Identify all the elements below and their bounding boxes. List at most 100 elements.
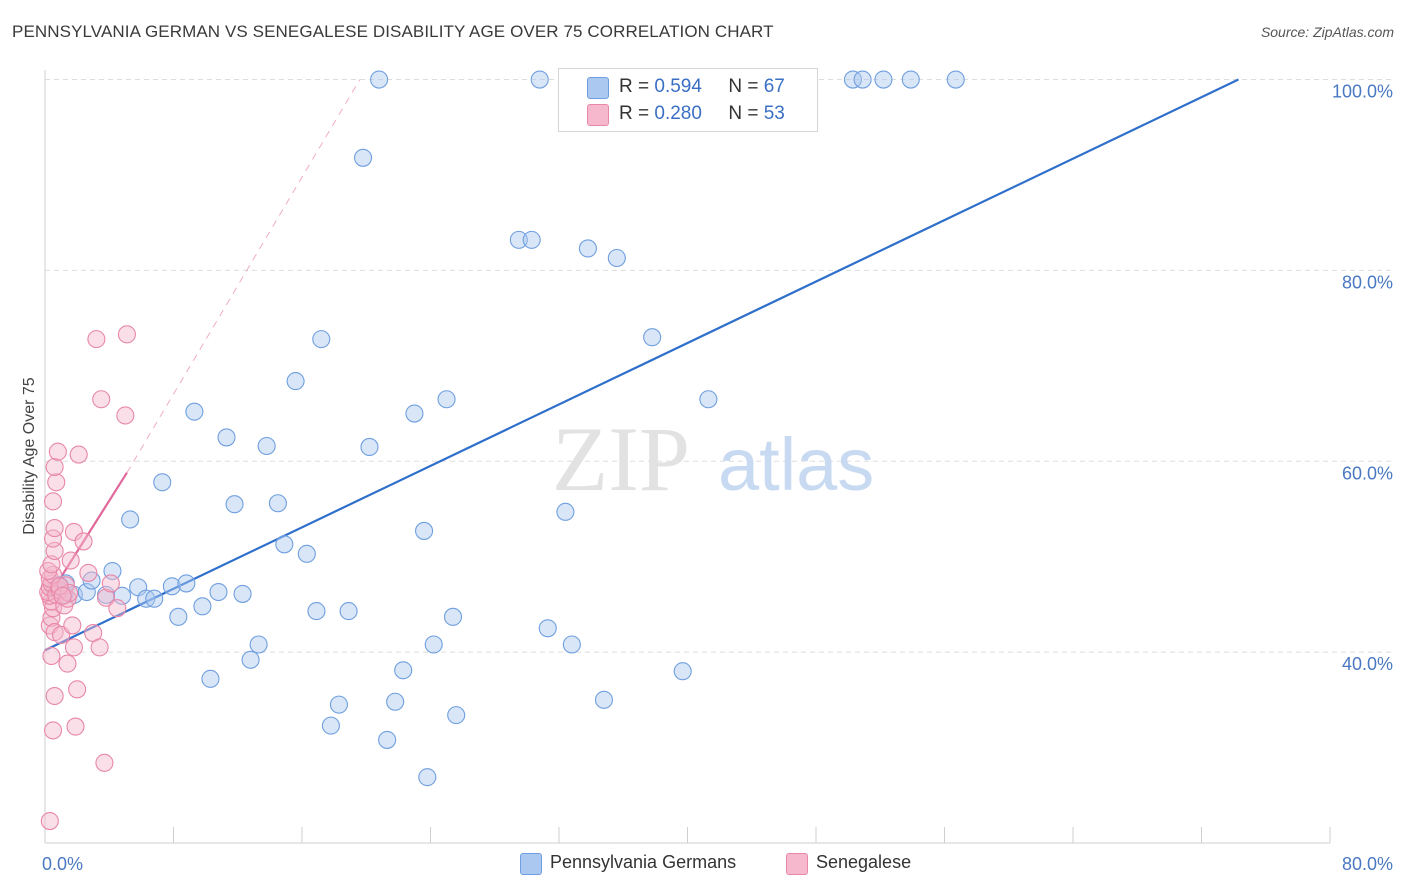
data-point-senegalese	[101, 574, 120, 593]
data-point-pennsylvania-germans	[177, 574, 196, 593]
trend-line-pennsylvania-germans	[44, 78, 1239, 652]
data-point-senegalese	[42, 608, 61, 627]
data-point-pennsylvania-germans	[312, 330, 331, 349]
data-point-senegalese	[42, 646, 61, 666]
y-axis-title: Disability Age Over 75	[21, 377, 38, 535]
data-point-pennsylvania-germans	[275, 535, 294, 554]
data-point-senegalese	[43, 492, 63, 511]
data-point-senegalese	[108, 599, 127, 618]
data-point-pennsylvania-germans	[405, 404, 424, 423]
data-point-pennsylvania-germans	[699, 390, 718, 409]
data-point-pennsylvania-germans	[437, 390, 456, 409]
data-point-pennsylvania-germans	[418, 768, 437, 787]
data-point-pennsylvania-germans	[185, 402, 204, 421]
data-point-senegalese	[45, 686, 64, 706]
data-point-pennsylvania-germans	[386, 692, 405, 711]
data-point-pennsylvania-germans	[153, 473, 172, 492]
data-point-pennsylvania-germans	[509, 230, 528, 249]
data-point-pennsylvania-germans	[145, 589, 164, 608]
legend-r-value-b: 0.280	[654, 103, 702, 124]
legend-text-senegalese: R = 0.280 N = 53	[619, 103, 785, 125]
x-tick-label-min: 0.0%	[42, 854, 83, 874]
data-point-senegalese	[45, 457, 64, 477]
data-point-pennsylvania-germans	[578, 239, 597, 258]
bottom-legend-label-b: Senegalese	[816, 852, 912, 872]
data-point-senegalese	[74, 532, 93, 551]
legend-text-pennsylvania-germans: R = 0.594 N = 67	[619, 76, 785, 98]
data-point-pennsylvania-germans	[225, 495, 244, 514]
data-point-pennsylvania-germans	[329, 695, 348, 714]
watermark: ZIP atlas	[552, 408, 874, 510]
data-point-pennsylvania-germans	[946, 70, 965, 89]
data-point-pennsylvania-germans	[538, 619, 557, 638]
data-point-pennsylvania-germans	[843, 70, 862, 89]
data-point-senegalese	[45, 519, 64, 538]
data-point-pennsylvania-germans	[424, 635, 443, 654]
legend-n-label: N =	[728, 103, 759, 124]
data-point-senegalese	[116, 406, 135, 425]
data-point-pennsylvania-germans	[233, 584, 252, 603]
source-credit: Source: ZipAtlas.com	[1260, 24, 1394, 40]
data-point-senegalese	[42, 555, 61, 574]
data-point-pennsylvania-germans	[169, 607, 188, 626]
bottom-legend-swatch-blue	[520, 853, 542, 875]
data-point-pennsylvania-germans	[415, 521, 434, 540]
legend-r-label: R =	[619, 76, 650, 97]
data-point-pennsylvania-germans	[378, 730, 397, 749]
legend-swatch-pink	[587, 104, 609, 126]
data-point-pennsylvania-germans	[901, 70, 920, 89]
axes	[44, 70, 1331, 844]
data-point-senegalese	[40, 812, 59, 831]
data-point-pennsylvania-germans	[297, 544, 316, 563]
correlation-legend: R = 0.594 N = 67 R = 0.280 N = 53	[558, 68, 818, 132]
data-point-pennsylvania-germans	[562, 635, 581, 654]
data-point-pennsylvania-germans	[522, 230, 541, 249]
data-point-pennsylvania-germans	[370, 70, 389, 89]
data-point-pennsylvania-germans	[360, 437, 379, 457]
bottom-legend-label-a: Pennsylvania Germans	[550, 852, 737, 872]
legend-n-value-b: 53	[763, 103, 785, 124]
y-tick-label: 40.0%	[1342, 654, 1393, 674]
data-point-pennsylvania-germans	[209, 582, 228, 602]
watermark-atlas: atlas	[718, 423, 874, 506]
data-point-senegalese	[48, 442, 67, 461]
legend-r-value-a: 0.594	[654, 76, 702, 97]
data-point-pennsylvania-germans	[673, 662, 692, 681]
data-point-senegalese	[53, 586, 72, 605]
data-point-pennsylvania-germans	[447, 706, 466, 725]
data-point-pennsylvania-germans	[121, 510, 140, 529]
data-point-senegalese	[68, 680, 87, 699]
data-point-pennsylvania-germans	[530, 70, 549, 89]
y-tick-label: 60.0%	[1342, 463, 1393, 483]
data-point-pennsylvania-germans	[77, 582, 96, 602]
data-point-pennsylvania-germans	[874, 70, 893, 89]
data-point-pennsylvania-germans	[853, 70, 872, 89]
data-point-senegalese	[96, 588, 116, 607]
data-point-pennsylvania-germans	[249, 635, 268, 654]
data-point-pennsylvania-germans	[162, 577, 181, 596]
data-point-senegalese	[79, 563, 98, 582]
gridlines	[45, 79, 1395, 653]
data-point-pennsylvania-germans	[307, 602, 326, 621]
data-point-senegalese	[43, 721, 63, 740]
data-point-senegalese	[50, 577, 69, 596]
data-point-senegalese	[58, 654, 77, 673]
x-tick-label-max: 80.0%	[1342, 854, 1393, 874]
data-point-senegalese	[69, 445, 88, 464]
data-point-senegalese	[95, 753, 114, 772]
legend-n-label: N =	[728, 76, 759, 97]
data-point-senegalese	[61, 551, 80, 570]
data-point-senegalese	[117, 325, 136, 344]
data-point-pennsylvania-germans	[443, 607, 463, 626]
data-point-senegalese	[64, 522, 83, 541]
data-point-pennsylvania-germans	[257, 436, 276, 456]
axis-labels: 40.0% 60.0% 80.0% 100.0% 0.0% 80.0% Disability…	[21, 82, 1393, 874]
data-point-pennsylvania-germans	[201, 669, 220, 688]
y-tick-label: 80.0%	[1342, 272, 1393, 292]
data-point-senegalese	[66, 717, 85, 736]
data-point-pennsylvania-germans	[268, 494, 287, 513]
data-point-senegalese	[90, 638, 109, 657]
data-point-senegalese	[87, 330, 106, 349]
data-point-pennsylvania-germans	[286, 372, 305, 391]
